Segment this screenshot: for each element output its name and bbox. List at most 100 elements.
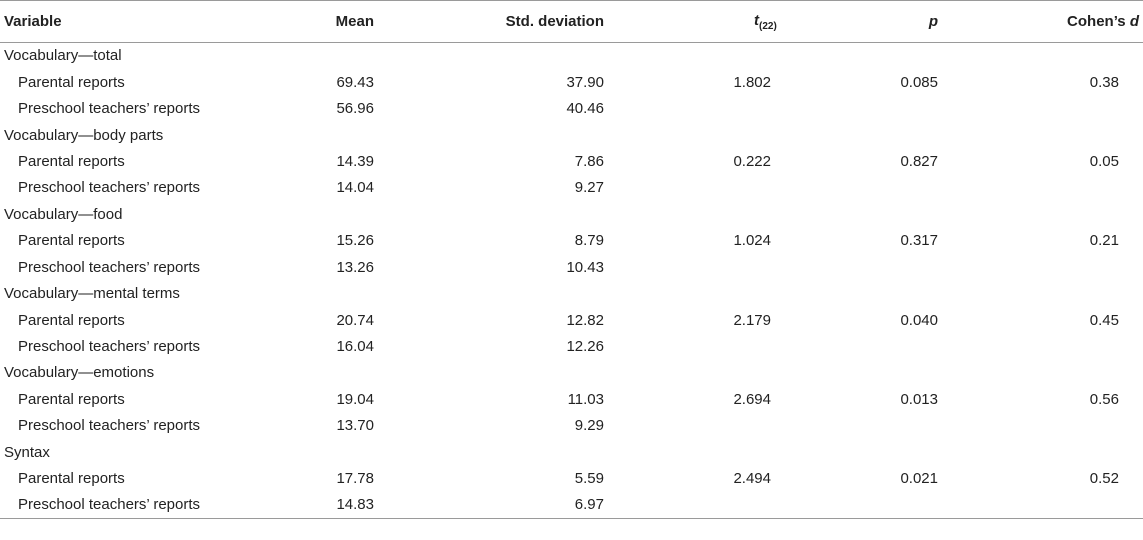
p-value: 0.040 <box>900 311 938 329</box>
cohens-d-value: 0.52 <box>1089 470 1119 488</box>
header-variable: Variable <box>0 0 290 43</box>
cohens-d-value: 0.05 <box>1089 152 1119 170</box>
header-row: Variable Mean Std. deviation t(22) p Coh… <box>0 0 1143 43</box>
header-t-statistic: t(22) <box>604 0 777 43</box>
group-label: Syntax <box>4 443 50 461</box>
group-label: Vocabulary—total <box>4 47 122 65</box>
std-deviation-value: 40.46 <box>566 100 604 118</box>
group-row: Vocabulary—emotions <box>0 360 1143 386</box>
t-value <box>604 333 771 359</box>
row-label: Parental reports <box>18 232 125 250</box>
row-label: Preschool teachers’ reports <box>18 417 201 435</box>
p-value <box>771 333 938 359</box>
table-row: Preschool teachers’ reports 16.04 12.26 <box>0 333 1143 359</box>
cohens-d-value: 0.21 <box>1089 232 1119 250</box>
header-t-df: (22) <box>759 20 777 32</box>
header-cohens-d: Cohen’s d <box>938 0 1143 43</box>
p-value <box>771 95 938 121</box>
table-body: Vocabulary—total Parental reports 69.43 37.… <box>0 43 1143 519</box>
table-row: Parental reports 15.26 8.79 1.024 0.317 0.21 <box>0 228 1143 254</box>
row-label: Preschool teachers’ reports <box>0 491 290 519</box>
cohens-d-value <box>938 413 1143 439</box>
p-value: 0.021 <box>900 470 938 488</box>
std-deviation-value: 9.29 <box>574 417 604 435</box>
mean-value: 17.78 <box>336 470 374 488</box>
t-value: 2.179 <box>733 311 771 329</box>
cohens-d-value <box>938 333 1143 359</box>
row-label: Parental reports <box>18 152 125 170</box>
table-row: Preschool teachers’ reports 13.26 10.43 <box>0 254 1143 280</box>
table-row: Parental reports 20.74 12.82 2.179 0.040 0.45 <box>0 307 1143 333</box>
p-value: 0.085 <box>900 73 938 91</box>
row-label: Preschool teachers’ reports <box>18 338 201 356</box>
table-row: Preschool teachers’ reports 14.83 6.97 <box>0 491 1143 519</box>
table-row: Preschool teachers’ reports 14.04 9.27 <box>0 175 1143 201</box>
t-value <box>604 491 771 519</box>
table-row: Parental reports 19.04 11.03 2.694 0.013 0.56 <box>0 386 1143 412</box>
std-deviation-value: 12.26 <box>566 338 604 356</box>
std-deviation-value: 10.43 <box>566 258 604 276</box>
table-row: Parental reports 17.78 5.59 2.494 0.021 0.52 <box>0 466 1143 492</box>
std-deviation-value: 7.86 <box>574 152 604 170</box>
header-t-symbol: t <box>754 11 759 29</box>
p-value <box>771 254 938 280</box>
p-value <box>771 413 938 439</box>
table-row: Preschool teachers’ reports 56.96 40.46 <box>0 95 1143 121</box>
std-deviation-value: 9.27 <box>574 179 604 197</box>
mean-value: 20.74 <box>336 311 374 329</box>
t-value <box>604 95 771 121</box>
mean-value: 56.96 <box>336 100 374 118</box>
group-row: Vocabulary—body parts <box>0 122 1143 148</box>
mean-value: 19.04 <box>336 390 374 408</box>
p-value <box>771 491 938 519</box>
header-std-deviation: Std. deviation <box>374 0 604 43</box>
group-row: Vocabulary—food <box>0 201 1143 227</box>
group-label: Vocabulary—food <box>4 205 123 223</box>
std-deviation-value: 5.59 <box>574 470 604 488</box>
std-deviation-value: 8.79 <box>574 232 604 250</box>
results-table: Variable Mean Std. deviation t(22) p Coh… <box>0 0 1143 519</box>
t-value: 2.494 <box>733 470 771 488</box>
row-label: Parental reports <box>18 311 125 329</box>
group-row: Vocabulary—total <box>0 43 1143 69</box>
mean-value: 13.70 <box>336 417 374 435</box>
table-row: Parental reports 14.39 7.86 0.222 0.827 0.05 <box>0 148 1143 174</box>
t-value: 0.222 <box>733 152 771 170</box>
p-value: 0.827 <box>900 152 938 170</box>
row-label: Preschool teachers’ reports <box>18 100 201 118</box>
row-label: Preschool teachers’ reports <box>18 179 201 197</box>
header-mean: Mean <box>290 0 374 43</box>
std-deviation-value: 11.03 <box>567 390 604 408</box>
header-p-value: p <box>771 0 938 43</box>
cohens-d-value: 0.45 <box>1089 311 1119 329</box>
t-value <box>604 175 771 201</box>
group-label: Vocabulary—mental terms <box>4 285 180 303</box>
table-row: Preschool teachers’ reports 13.70 9.29 <box>0 413 1143 439</box>
mean-value: 69.43 <box>336 73 374 91</box>
cohens-d-value: 0.56 <box>1089 390 1119 408</box>
mean-value: 13.26 <box>336 258 374 276</box>
p-value <box>771 175 938 201</box>
row-label: Parental reports <box>18 390 125 408</box>
group-label: Vocabulary—emotions <box>4 364 155 382</box>
row-label: Preschool teachers’ reports <box>18 258 201 276</box>
t-value: 1.024 <box>733 232 771 250</box>
t-value <box>604 413 771 439</box>
cohens-d-value <box>938 175 1143 201</box>
p-value: 0.317 <box>900 232 938 250</box>
cohens-d-value <box>938 254 1143 280</box>
std-deviation-value: 12.82 <box>566 311 604 329</box>
t-value <box>604 254 771 280</box>
group-label: Vocabulary—body parts <box>4 126 164 144</box>
cohens-d-value <box>938 95 1143 121</box>
cohens-d-value <box>938 491 1143 519</box>
mean-value: 14.04 <box>336 179 374 197</box>
group-row: Vocabulary—mental terms <box>0 280 1143 306</box>
cohens-d-value: 0.38 <box>1089 73 1119 91</box>
t-value: 2.694 <box>733 390 771 408</box>
t-value: 1.802 <box>733 73 771 91</box>
p-value: 0.013 <box>900 390 938 408</box>
mean-value: 16.04 <box>336 338 374 356</box>
mean-value: 15.26 <box>336 232 374 250</box>
std-deviation-value: 37.90 <box>566 73 604 91</box>
